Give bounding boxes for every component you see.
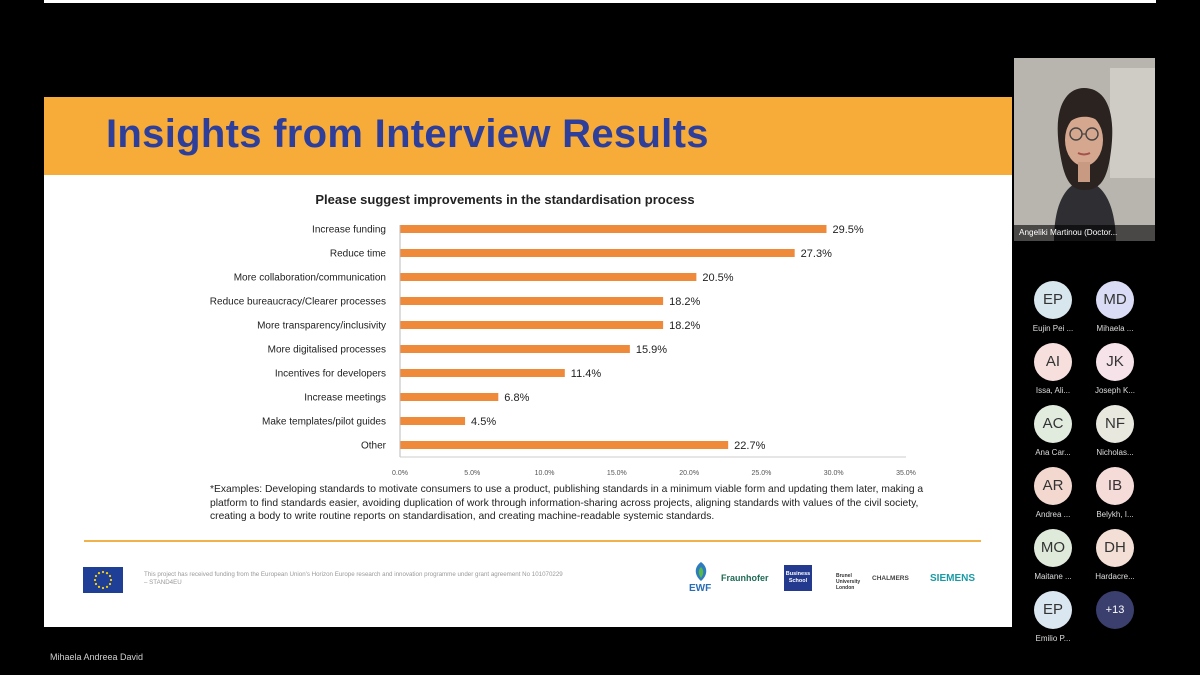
category-label: Other xyxy=(361,441,387,452)
participant-name: Maitane ... xyxy=(1034,572,1072,581)
category-label: More collaboration/communication xyxy=(234,273,386,284)
data-label: 29.5% xyxy=(832,224,863,236)
title-banner: Insights from Interview Results xyxy=(44,97,1012,175)
bar-chart: Please suggest improvements in the stand… xyxy=(210,192,916,475)
x-tick-label: 15.0% xyxy=(607,470,627,475)
participant-avatar: AR xyxy=(1034,467,1072,505)
participant-avatar: AI xyxy=(1034,343,1072,381)
participant-name: Hardacre... xyxy=(1095,572,1135,581)
category-label: Increase funding xyxy=(312,225,386,236)
participant-avatar: AC xyxy=(1034,405,1072,443)
participant-name: Ana Car... xyxy=(1035,448,1071,457)
data-label: 18.2% xyxy=(669,296,700,308)
chalmers-logo: CHALMERS xyxy=(872,575,909,582)
data-label: 20.5% xyxy=(702,272,733,284)
participant-avatar: DH xyxy=(1096,529,1134,567)
x-tick-label: 10.0% xyxy=(535,470,555,475)
bar xyxy=(400,273,697,281)
more-participants-count: +13 xyxy=(1096,591,1134,629)
participant-name: Eujin Pei ... xyxy=(1032,324,1074,333)
active-speaker-video[interactable]: Angeliki Martinou (Doctor... xyxy=(1014,58,1155,241)
participant-name: Issa, Ali... xyxy=(1035,386,1071,395)
x-tick-label: 25.0% xyxy=(751,470,771,475)
business-school-logo: Business School xyxy=(784,565,812,591)
participant-avatar: EP xyxy=(1034,281,1072,319)
participant-name: Joseph K... xyxy=(1094,386,1136,395)
footer-divider xyxy=(84,540,981,542)
data-label: 6.8% xyxy=(504,392,529,404)
data-label: 15.9% xyxy=(636,344,667,356)
participant-name: Belykh, I... xyxy=(1096,510,1134,519)
bar xyxy=(400,417,466,425)
data-label: 22.7% xyxy=(734,440,765,452)
bar xyxy=(400,225,827,233)
participant-name: Emilio P... xyxy=(1035,634,1071,643)
data-label: 11.4% xyxy=(571,368,602,380)
category-label: Reduce time xyxy=(330,249,387,260)
participant-avatar: JK xyxy=(1096,343,1134,381)
bar xyxy=(400,345,630,353)
bar xyxy=(400,321,664,329)
shared-slide: Insights from Interview Results Please s… xyxy=(44,97,1012,627)
partner-logos: EWF Fraunhofer Business School Brunel Un… xyxy=(688,561,988,597)
category-label: Make templates/pilot guides xyxy=(262,417,386,428)
participant-avatar: MD xyxy=(1096,281,1134,319)
data-label: 27.3% xyxy=(801,248,832,260)
x-tick-label: 5.0% xyxy=(464,470,480,475)
footnote-text: *Examples: Developing standards to motiv… xyxy=(210,484,924,523)
top-edge-bar xyxy=(44,0,1156,3)
funding-statement: This project has received funding from t… xyxy=(144,571,563,586)
chart-title: Please suggest improvements in the stand… xyxy=(315,192,694,207)
participant-name: Mihaela ... xyxy=(1096,324,1134,333)
category-label: Reduce bureaucracy/Clearer processes xyxy=(210,297,386,308)
data-label: 4.5% xyxy=(471,416,496,428)
participant-avatar: NF xyxy=(1096,405,1134,443)
bar xyxy=(400,441,729,449)
bar xyxy=(400,393,499,401)
participant-avatar: IB xyxy=(1096,467,1134,505)
category-label: Increase meetings xyxy=(304,393,386,404)
participant-name: Andrea ... xyxy=(1035,510,1071,519)
eu-flag-icon xyxy=(83,567,123,593)
speaker-video-frame xyxy=(1014,58,1155,241)
presenter-name: Mihaela Andreea David xyxy=(50,652,144,662)
brunel-logo: Brunel University London xyxy=(836,573,861,591)
bar xyxy=(400,297,664,305)
ewf-logo: EWF xyxy=(689,583,712,594)
bar xyxy=(400,369,565,377)
siemens-logo: SIEMENS xyxy=(930,573,976,584)
category-label: More digitalised processes xyxy=(268,345,386,356)
bar xyxy=(400,249,795,257)
fraunhofer-logo: Fraunhofer xyxy=(721,573,769,583)
x-tick-label: 0.0% xyxy=(392,470,408,475)
participant-name: Nicholas... xyxy=(1096,448,1134,457)
x-tick-label: 20.0% xyxy=(679,470,699,475)
ewf-logo-icon xyxy=(695,562,707,581)
participant-avatar: EP xyxy=(1034,591,1072,629)
category-label: Incentives for developers xyxy=(275,369,386,380)
x-tick-label: 35.0% xyxy=(896,470,916,475)
category-label: More transparency/inclusivity xyxy=(257,321,386,332)
active-speaker-name: Angeliki Martinou (Doctor... xyxy=(1014,225,1155,241)
participant-avatar: MO xyxy=(1034,529,1072,567)
x-tick-label: 30.0% xyxy=(824,470,844,475)
data-label: 18.2% xyxy=(669,320,700,332)
slide-title: Insights from Interview Results xyxy=(106,112,709,156)
